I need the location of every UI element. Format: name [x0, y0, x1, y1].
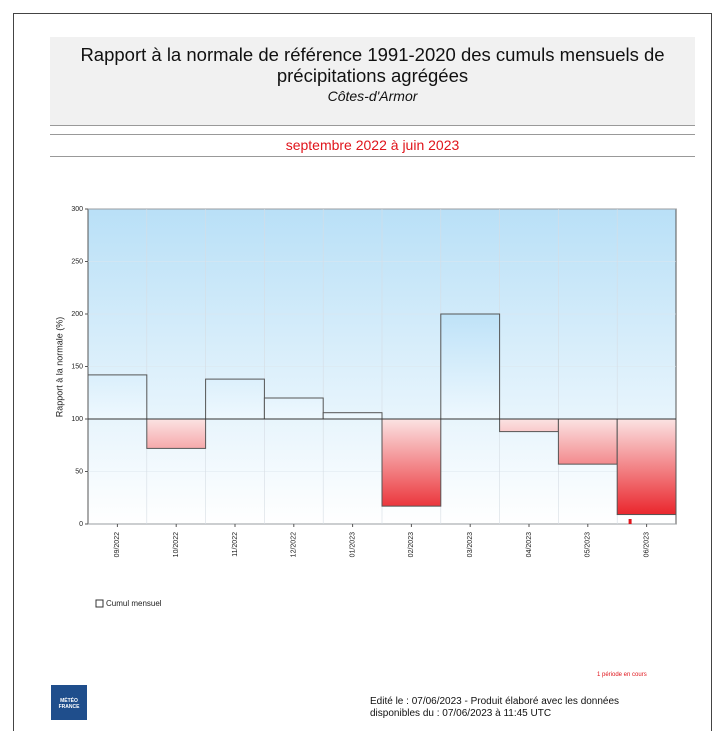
title: Rapport à la normale de référence 1991-2… [80, 44, 665, 86]
frame [13, 13, 712, 731]
x-tick-label: 12/2022 [291, 532, 298, 557]
bar [146, 418, 207, 449]
bar [616, 418, 677, 516]
footer: Edité le : 07/06/2023 - Produit élaboré … [370, 696, 620, 719]
y-tick-label: 200 [71, 311, 83, 318]
bar [440, 313, 501, 420]
y-tick-label: 300 [71, 206, 83, 213]
y-tick-label: 150 [71, 363, 83, 370]
note: 1 période en cours [597, 672, 647, 678]
header: Rapport à la normale de référence 1991-2… [50, 37, 695, 126]
bar [499, 418, 559, 433]
y-axis-label: Rapport à la normale (%) [54, 317, 64, 418]
logo-text: FRANCE [58, 704, 80, 710]
x-tick-label: 06/2023 [643, 532, 650, 557]
x-tick-label: 02/2023 [408, 532, 415, 557]
x-tick-label: 10/2022 [173, 532, 180, 557]
x-tick-label: 05/2023 [585, 532, 592, 557]
subtitle: Côtes-d'Armor [327, 88, 418, 104]
x-tick-label: 09/2022 [114, 532, 121, 557]
y-tick-label: 50 [75, 468, 83, 475]
bar [87, 374, 148, 420]
bar [205, 378, 265, 420]
current-period-marker [628, 519, 632, 524]
bar [322, 412, 383, 420]
y-tick-label: 0 [79, 521, 83, 528]
period: septembre 2022 à juin 2023 [50, 134, 695, 157]
bar [263, 397, 324, 420]
x-tick-label: 04/2023 [526, 532, 533, 557]
x-tick-label: 01/2023 [349, 532, 356, 557]
bar [381, 418, 442, 507]
legend-label: Cumul mensuel [106, 599, 162, 608]
y-tick-label: 100 [71, 416, 83, 423]
logo-text: MÉTÉO [60, 698, 78, 704]
x-tick-label: 11/2022 [232, 532, 239, 557]
bar [557, 418, 618, 465]
logo: MÉTÉO FRANCE [51, 685, 87, 720]
y-tick-label: 250 [71, 258, 83, 265]
x-tick-label: 03/2023 [467, 532, 474, 557]
legend-swatch [95, 599, 104, 608]
